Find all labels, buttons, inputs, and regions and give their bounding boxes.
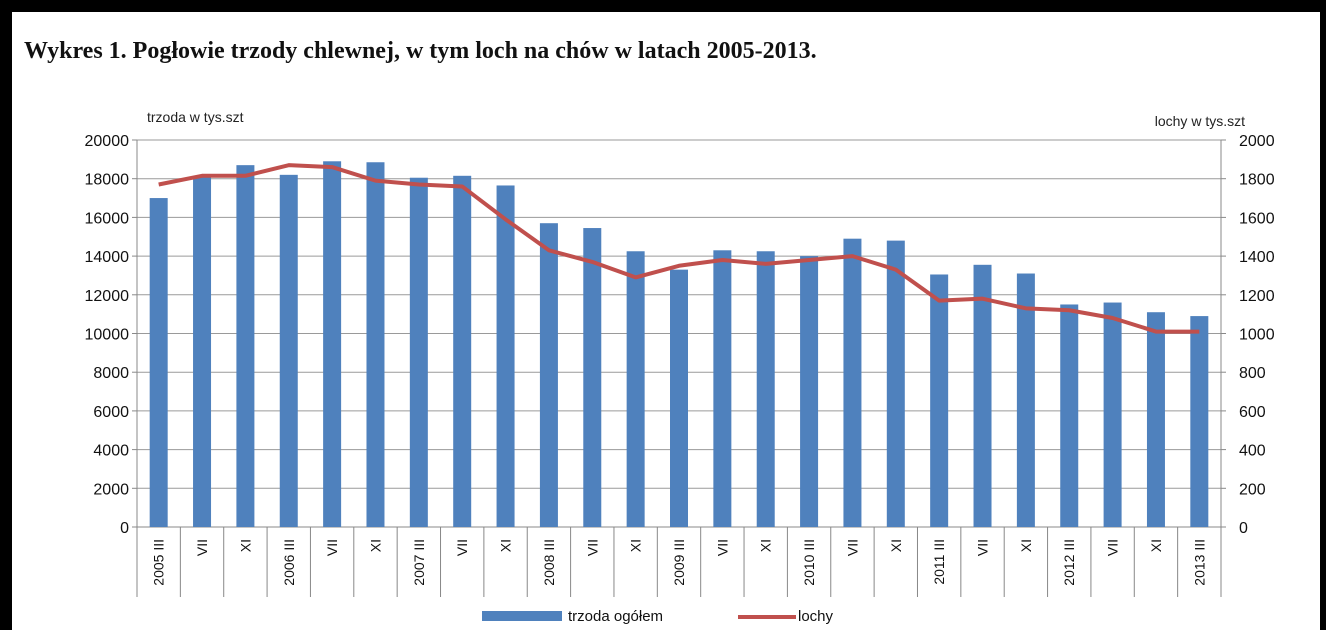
x-tick-label: VII (714, 539, 730, 556)
bar (279, 174, 298, 527)
bar (756, 251, 775, 527)
legend-label-bar: trzoda ogółem (568, 608, 663, 625)
x-tick-label: 2005 III (151, 539, 167, 586)
bar (193, 176, 212, 527)
x-tick-label: VII (975, 539, 991, 556)
x-tick-label: VII (194, 539, 210, 556)
y-axis-right-label: lochy w tys.szt (1155, 113, 1245, 129)
bar (800, 256, 819, 527)
bar (323, 161, 342, 527)
lochy-line (158, 163, 1200, 334)
x-tick-label: 2009 III (671, 539, 687, 586)
bar (843, 238, 862, 527)
bar (539, 223, 558, 527)
y-right-tick-label: 1200 (1239, 288, 1275, 305)
bar (973, 264, 992, 527)
x-tick-label: 2006 III (281, 539, 297, 586)
x-tick-label: 2008 III (541, 539, 557, 586)
y-left-tick-label: 12000 (85, 288, 130, 305)
bar (453, 175, 472, 528)
y-left-tick-label: 18000 (85, 172, 130, 189)
bar (1146, 312, 1165, 527)
x-tick-label: XI (498, 539, 514, 552)
y-left-tick-label: 14000 (85, 249, 130, 266)
x-tick-label: VII (324, 539, 340, 556)
x-tick-label: XI (888, 539, 904, 552)
bar (670, 269, 688, 527)
x-tick-label: VII (584, 539, 600, 556)
y-left-tick-label: 10000 (85, 327, 130, 344)
x-tick-label: XI (758, 539, 774, 552)
y-left-tick-label: 16000 (85, 210, 130, 227)
bar (496, 185, 515, 527)
x-tick-label: VII (454, 539, 470, 556)
bar (713, 250, 732, 528)
y-axis-left-label: trzoda w tys.szt (147, 109, 244, 125)
y-right-tick-label: 0 (1239, 520, 1248, 537)
x-tick-label: 2013 III (1191, 539, 1207, 586)
legend-swatch-bar (482, 611, 562, 621)
x-tick-label: XI (1018, 539, 1034, 552)
y-left-tick-label: 20000 (85, 133, 130, 150)
bar (1190, 316, 1209, 527)
chart-title: Wykres 1. Pogłowie trzody chlewnej, w ty… (24, 38, 817, 64)
y-right-tick-label: 1600 (1239, 210, 1275, 227)
y-left-tick-label: 0 (120, 520, 129, 537)
bar (236, 165, 255, 527)
bar (409, 177, 428, 528)
y-right-tick-label: 1000 (1239, 327, 1275, 344)
bar (930, 274, 949, 527)
x-tick-label: XI (367, 539, 383, 552)
x-tick-label: VII (844, 539, 860, 556)
bar (1060, 304, 1079, 527)
x-tick-label: XI (1148, 539, 1164, 552)
bar-series (149, 161, 1209, 528)
y-left-tick-label: 4000 (93, 443, 129, 460)
y-right-tick-label: 400 (1239, 443, 1266, 460)
x-tick-label: XI (628, 539, 644, 552)
y-left-tick-label: 6000 (93, 404, 129, 421)
line-series (158, 163, 1200, 334)
x-tick-label: 2012 III (1061, 539, 1077, 586)
x-tick-label: XI (237, 539, 253, 552)
bar (1016, 273, 1035, 527)
bar (626, 251, 645, 527)
x-tick-label: 2007 III (411, 539, 427, 586)
y-right-tick-label: 600 (1239, 404, 1266, 421)
legend-label-line: lochy (798, 608, 834, 625)
y-right-tick-label: 800 (1239, 365, 1266, 382)
y-right-tick-label: 1800 (1239, 172, 1275, 189)
legend: trzoda ogółem lochy (482, 608, 834, 625)
x-tick-label: 2011 III (931, 539, 947, 585)
bar (1103, 302, 1122, 527)
y-left-tick-label: 8000 (93, 365, 129, 382)
y-right-tick-label: 2000 (1239, 133, 1275, 150)
y-right-tick-label: 200 (1239, 481, 1266, 498)
x-tick-label: VII (1105, 539, 1121, 556)
y-right-tick-label: 1400 (1239, 249, 1275, 266)
x-tick-label: 2010 III (801, 539, 817, 586)
bar (886, 240, 905, 527)
bar (149, 198, 168, 528)
y-left-tick-label: 2000 (93, 481, 129, 498)
bar (583, 228, 602, 528)
bar (366, 162, 385, 527)
